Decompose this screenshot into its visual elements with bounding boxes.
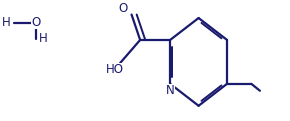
Text: H: H [2, 16, 11, 29]
Text: N: N [166, 84, 175, 97]
Text: O: O [31, 16, 40, 29]
Text: HO: HO [105, 64, 124, 76]
Text: H: H [39, 32, 47, 45]
Text: O: O [118, 2, 128, 15]
